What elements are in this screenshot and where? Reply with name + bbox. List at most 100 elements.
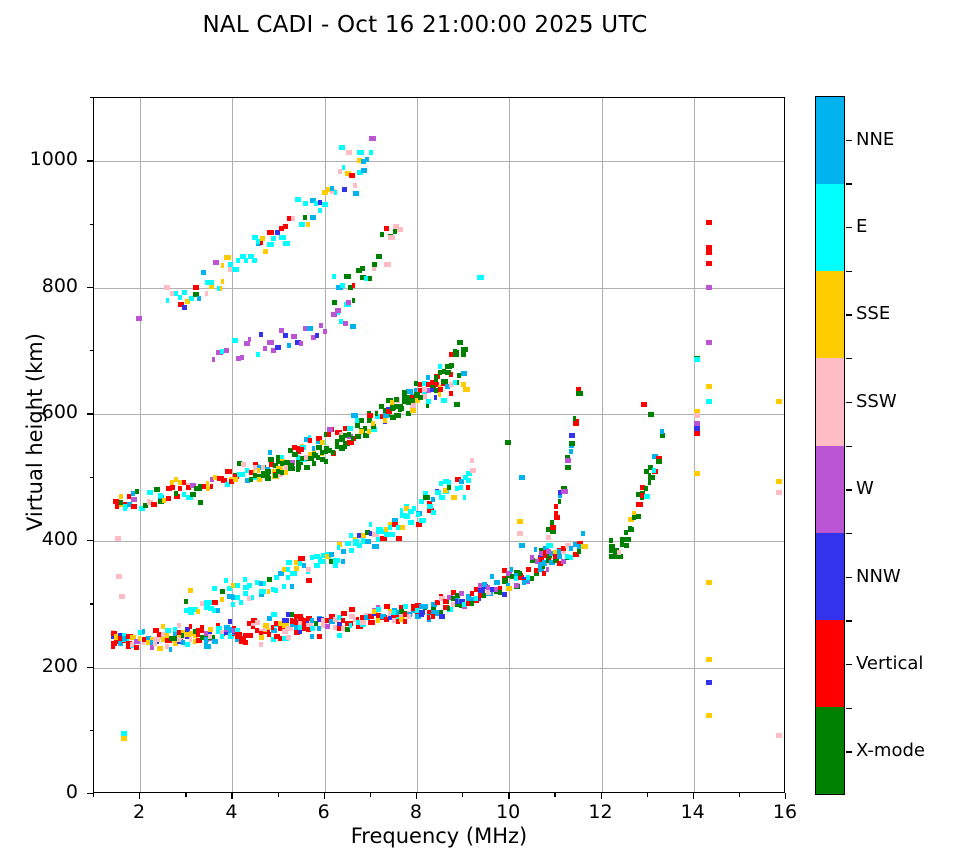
- echo-marker: [521, 580, 527, 586]
- colorbar-boundary-tick: [846, 620, 852, 622]
- echo-marker: [407, 509, 414, 515]
- echo-marker: [322, 202, 328, 208]
- echo-marker: [705, 580, 712, 586]
- echo-marker: [694, 409, 701, 415]
- echo-marker: [421, 391, 428, 397]
- echo-marker: [458, 479, 465, 485]
- echo-marker: [372, 265, 377, 271]
- echo-marker: [553, 554, 559, 560]
- echo-marker: [390, 415, 396, 421]
- echo-marker: [353, 190, 360, 196]
- echo-marker: [251, 258, 257, 264]
- x-tick-label: 14: [680, 801, 705, 823]
- echo-marker: [391, 614, 397, 620]
- echo-marker: [336, 632, 343, 638]
- echo-marker: [557, 493, 563, 499]
- colorbar-segment-nnw[interactable]: [816, 532, 844, 620]
- echo-marker: [461, 370, 468, 376]
- echo-marker: [466, 601, 474, 607]
- colorbar-segment-e[interactable]: [816, 184, 844, 272]
- echo-marker: [430, 609, 437, 615]
- echo-marker: [391, 610, 399, 616]
- echo-marker: [318, 323, 323, 329]
- echo-marker: [490, 573, 495, 579]
- echo-marker: [302, 215, 307, 221]
- echo-marker: [292, 451, 299, 457]
- echo-marker: [177, 295, 183, 301]
- echo-marker: [263, 345, 268, 351]
- echo-marker: [449, 363, 454, 369]
- echo-marker: [573, 551, 580, 557]
- echo-marker: [775, 478, 782, 484]
- echo-marker: [290, 612, 295, 618]
- echo-marker: [399, 609, 405, 615]
- echo-marker: [278, 620, 283, 626]
- echo-marker: [184, 598, 189, 604]
- echo-marker: [339, 432, 344, 438]
- echo-marker: [438, 595, 446, 601]
- echo-marker: [235, 582, 241, 588]
- echo-marker: [302, 326, 310, 332]
- echo-marker: [267, 241, 274, 247]
- echo-marker: [237, 461, 243, 467]
- colorbar-segment-ssw[interactable]: [816, 358, 844, 446]
- echo-marker: [323, 449, 329, 455]
- echo-marker: [425, 403, 430, 409]
- echo-marker: [248, 476, 254, 482]
- echo-marker: [173, 632, 179, 638]
- colorbar-segment-x-mode[interactable]: [816, 706, 844, 794]
- echo-marker: [403, 513, 410, 519]
- echo-marker: [442, 487, 448, 493]
- echo-marker: [333, 563, 339, 569]
- echo-marker: [458, 485, 463, 491]
- echo-marker: [529, 575, 535, 581]
- x-tick: [785, 793, 787, 799]
- echo-marker: [180, 633, 185, 639]
- colorbar-tick-label: X-mode: [856, 740, 925, 762]
- echo-marker: [368, 620, 375, 626]
- colorbar-segment-nne[interactable]: [816, 97, 844, 185]
- echo-marker: [184, 632, 191, 638]
- echo-marker: [256, 474, 262, 480]
- echo-marker: [258, 591, 265, 597]
- echo-marker: [130, 503, 138, 509]
- echo-marker: [498, 586, 503, 592]
- x-tick-minor: [93, 793, 95, 797]
- echo-marker: [370, 421, 376, 427]
- y-tick: [87, 539, 93, 542]
- echo-marker: [177, 301, 185, 307]
- echo-marker: [549, 560, 554, 566]
- echo-marker: [243, 576, 247, 582]
- echo-marker: [435, 489, 441, 495]
- echo-marker: [342, 320, 348, 326]
- x-tick: [323, 793, 326, 799]
- echo-marker: [217, 475, 225, 481]
- echo-marker: [565, 454, 571, 460]
- echo-marker: [568, 448, 573, 454]
- echo-marker: [478, 588, 485, 594]
- echo-marker: [394, 412, 401, 418]
- echo-marker: [343, 444, 348, 450]
- colorbar-segment-vertical[interactable]: [816, 619, 844, 707]
- echo-marker: [181, 492, 186, 498]
- echo-marker: [429, 380, 437, 386]
- echo-marker: [170, 484, 175, 490]
- colorbar-segment-w[interactable]: [816, 445, 844, 533]
- echo-marker: [311, 461, 316, 467]
- echo-marker: [266, 588, 271, 594]
- echo-marker: [694, 471, 701, 477]
- echo-marker: [321, 558, 326, 564]
- echo-marker: [553, 557, 559, 563]
- colorbar[interactable]: [815, 96, 845, 795]
- y-tick-label: 200: [41, 654, 78, 677]
- echo-marker: [361, 158, 367, 164]
- echo-marker: [154, 486, 160, 492]
- echo-marker: [158, 492, 163, 498]
- plot-area[interactable]: [93, 97, 785, 793]
- echo-marker: [505, 570, 512, 576]
- echo-marker: [410, 403, 416, 409]
- colorbar-segment-sse[interactable]: [816, 271, 844, 359]
- echo-marker: [274, 634, 281, 640]
- echo-marker: [203, 600, 211, 606]
- echo-marker: [288, 459, 295, 465]
